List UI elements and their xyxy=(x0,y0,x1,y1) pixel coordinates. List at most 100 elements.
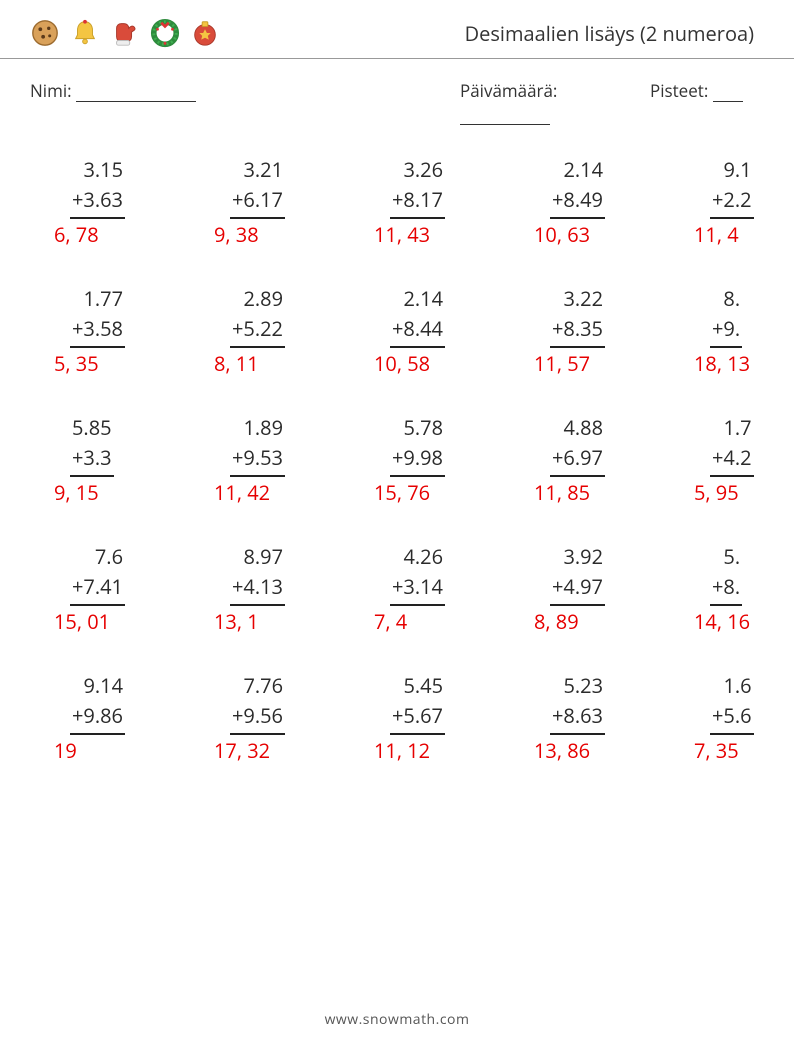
operand-b: +3.14 xyxy=(390,572,445,606)
operand-b: +8.17 xyxy=(390,185,445,219)
operand-a: 5. xyxy=(710,542,742,572)
operand-b: +8.44 xyxy=(390,314,445,348)
answer: 8, 89 xyxy=(534,608,680,635)
problem-4: 2.14+8.4910, 63 xyxy=(520,155,680,248)
problem-7: 2.89+5.228, 11 xyxy=(200,284,360,377)
problem-stack: 9.14+9.86 xyxy=(70,671,125,735)
problem-3: 3.26+8.1711, 43 xyxy=(360,155,520,248)
operand-b: +4.13 xyxy=(230,572,285,606)
operand-a: 3.21 xyxy=(230,155,285,185)
problem-20: 5.+8.14, 16 xyxy=(680,542,794,635)
problem-15: 1.7+4.25, 95 xyxy=(680,413,794,506)
problem-21: 9.14+9.8619 xyxy=(40,671,200,764)
problem-9: 3.22+8.3511, 57 xyxy=(520,284,680,377)
operand-a: 2.14 xyxy=(550,155,605,185)
answer: 19 xyxy=(54,737,200,764)
operand-b: +9.98 xyxy=(390,443,445,477)
operand-b: +3.3 xyxy=(70,443,114,477)
problem-stack: 8.97+4.13 xyxy=(230,542,285,606)
operand-a: 4.26 xyxy=(390,542,445,572)
problem-stack: 8.+9. xyxy=(710,284,742,348)
problem-23: 5.45+5.6711, 12 xyxy=(360,671,520,764)
problem-12: 1.89+9.5311, 42 xyxy=(200,413,360,506)
operand-a: 8.97 xyxy=(230,542,285,572)
operand-a: 8. xyxy=(710,284,742,314)
operand-b: +3.58 xyxy=(70,314,125,348)
problem-stack: 3.22+8.35 xyxy=(550,284,605,348)
operand-a: 1.89 xyxy=(230,413,285,443)
name-label: Nimi: xyxy=(30,79,72,102)
problem-8: 2.14+8.4410, 58 xyxy=(360,284,520,377)
worksheet-title: Desimaalien lisäys (2 numeroa) xyxy=(465,20,754,47)
operand-a: 1.77 xyxy=(70,284,125,314)
operand-a: 4.88 xyxy=(550,413,605,443)
operand-b: +8.35 xyxy=(550,314,605,348)
answer: 9, 38 xyxy=(214,221,360,248)
problem-5: 9.1+2.211, 4 xyxy=(680,155,794,248)
answer: 10, 58 xyxy=(374,350,520,377)
operand-b: +4.97 xyxy=(550,572,605,606)
problem-stack: 1.89+9.53 xyxy=(230,413,285,477)
operand-b: +6.97 xyxy=(550,443,605,477)
operand-b: +4.2 xyxy=(710,443,754,477)
operand-a: 3.22 xyxy=(550,284,605,314)
answer: 14, 16 xyxy=(694,608,794,635)
answer: 7, 35 xyxy=(694,737,794,764)
problem-24: 5.23+8.6313, 86 xyxy=(520,671,680,764)
problem-19: 3.92+4.978, 89 xyxy=(520,542,680,635)
problem-stack: 1.77+3.58 xyxy=(70,284,125,348)
problem-stack: 1.7+4.2 xyxy=(710,413,754,477)
header-icons xyxy=(30,18,220,48)
operand-a: 1.6 xyxy=(710,671,754,701)
operand-a: 2.14 xyxy=(390,284,445,314)
answer: 9, 15 xyxy=(54,479,200,506)
operand-b: +9.56 xyxy=(230,701,285,735)
operand-a: 3.15 xyxy=(70,155,125,185)
score-field: Pisteet: xyxy=(650,79,770,125)
operand-b: +8.49 xyxy=(550,185,605,219)
operand-b: +7.41 xyxy=(70,572,125,606)
problem-stack: 4.88+6.97 xyxy=(550,413,605,477)
operand-b: +9. xyxy=(710,314,742,348)
answer: 13, 1 xyxy=(214,608,360,635)
operand-b: +5.67 xyxy=(390,701,445,735)
answer: 11, 42 xyxy=(214,479,360,506)
operand-b: +3.63 xyxy=(70,185,125,219)
problem-10: 8.+9.18, 13 xyxy=(680,284,794,377)
operand-a: 2.89 xyxy=(230,284,285,314)
operand-b: +5.22 xyxy=(230,314,285,348)
operand-a: 5.85 xyxy=(70,413,114,443)
score-underline xyxy=(713,83,743,102)
date-label: Päivämäärä: xyxy=(460,79,557,102)
answer: 13, 86 xyxy=(534,737,680,764)
mitten-icon xyxy=(110,18,140,48)
answer: 15, 01 xyxy=(54,608,200,635)
problem-16: 7.6+7.4115, 01 xyxy=(40,542,200,635)
problem-stack: 2.89+5.22 xyxy=(230,284,285,348)
answer: 17, 32 xyxy=(214,737,360,764)
problem-stack: 4.26+3.14 xyxy=(390,542,445,606)
problem-2: 3.21+6.179, 38 xyxy=(200,155,360,248)
operand-b: +9.86 xyxy=(70,701,125,735)
problem-stack: 9.1+2.2 xyxy=(710,155,754,219)
score-label: Pisteet: xyxy=(650,79,708,102)
problem-stack: 3.21+6.17 xyxy=(230,155,285,219)
operand-a: 9.1 xyxy=(710,155,754,185)
problem-11: 5.85+3.39, 15 xyxy=(40,413,200,506)
info-fields: Nimi: Päivämäärä: Pisteet: xyxy=(0,59,794,125)
operand-b: +8.63 xyxy=(550,701,605,735)
problems-grid: 3.15+3.636, 783.21+6.179, 383.26+8.1711,… xyxy=(0,125,794,764)
answer: 11, 43 xyxy=(374,221,520,248)
problem-stack: 5.45+5.67 xyxy=(390,671,445,735)
date-underline xyxy=(460,106,550,125)
problem-stack: 5.85+3.3 xyxy=(70,413,114,477)
operand-b: +8. xyxy=(710,572,742,606)
operand-a: 7.76 xyxy=(230,671,285,701)
operand-a: 9.14 xyxy=(70,671,125,701)
header-bar: Desimaalien lisäys (2 numeroa) xyxy=(0,0,794,59)
problem-stack: 3.92+4.97 xyxy=(550,542,605,606)
problem-6: 1.77+3.585, 35 xyxy=(40,284,200,377)
problem-stack: 2.14+8.49 xyxy=(550,155,605,219)
problem-1: 3.15+3.636, 78 xyxy=(40,155,200,248)
answer: 7, 4 xyxy=(374,608,520,635)
